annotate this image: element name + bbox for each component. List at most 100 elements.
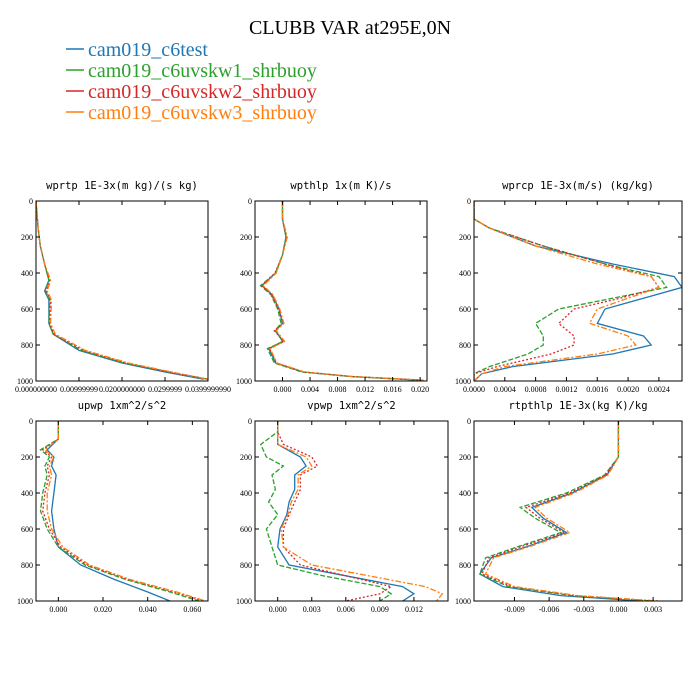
series-line-3 xyxy=(41,421,204,601)
y-tick-label: 200 xyxy=(240,233,252,242)
panel-5: vpwp 1xm^2/s^2 0 200 400 600 800 1000 0.000 0.00… xyxy=(236,400,449,614)
x-tick-label: 0.000 xyxy=(609,605,627,614)
y-tick-label: 400 xyxy=(459,489,471,498)
x-tick-label: 0.012 xyxy=(356,385,374,394)
legend-label-4: cam019_c6uvskw3_shrbuoy xyxy=(88,102,317,124)
panel-frame xyxy=(35,200,209,382)
panel-frame xyxy=(473,420,683,602)
y-tick-label: 0 xyxy=(248,417,252,426)
x-tick-label: 0.020 xyxy=(411,385,429,394)
x-tick-label: 0.016 xyxy=(384,385,402,394)
series-line-3 xyxy=(474,201,660,381)
y-tick-label: 200 xyxy=(240,453,252,462)
series-line-2 xyxy=(478,421,654,601)
y-tick-label: 0 xyxy=(467,417,471,426)
panel-frame xyxy=(254,200,428,382)
y-tick-label: 600 xyxy=(459,525,471,534)
x-tick-label: 0.0016 xyxy=(586,385,608,394)
y-tick-label: 200 xyxy=(21,453,33,462)
legend-label-3: cam019_c6uvskw2_shrbuoy xyxy=(88,81,317,103)
series-line-4 xyxy=(474,201,660,381)
y-tick-label: 400 xyxy=(240,269,252,278)
series-line-1 xyxy=(260,201,421,381)
series-line-4 xyxy=(36,201,208,380)
x-tick-label: 0.004 xyxy=(301,385,319,394)
x-tick-label: 0.000 xyxy=(269,605,287,614)
y-tick-label: 800 xyxy=(21,561,33,570)
y-tick-label: 400 xyxy=(459,269,471,278)
series-line-2 xyxy=(39,421,200,601)
panel-6: rtpthlp 1E-3x(kg K)/kg 0 200 400 600 800 1000 -… xyxy=(455,400,683,614)
x-tick-label: 0.0012 xyxy=(555,385,577,394)
x-tick-label: -0.009 xyxy=(504,605,525,614)
series-line-3 xyxy=(260,201,421,381)
y-tick-label: 600 xyxy=(459,305,471,314)
y-tick-label: 200 xyxy=(459,233,471,242)
series-line-4 xyxy=(277,421,444,601)
series-line-1 xyxy=(478,421,642,601)
y-tick-label: 400 xyxy=(21,269,33,278)
x-tick-label: 0.003 xyxy=(644,605,662,614)
series-line-3 xyxy=(481,421,656,601)
panel-3: wprcp 1E-3x(m/s) (kg/kg) 0 200 400 600 800 100… xyxy=(455,180,683,394)
panel-2: wpthlp 1x(m K)/s 0 200 400 600 800 1000 0.000 0.… xyxy=(236,180,429,394)
y-tick-label: 0 xyxy=(248,197,252,206)
y-tick-label: 800 xyxy=(240,561,252,570)
panel-title: wprcp 1E-3x(m/s) (kg/kg) xyxy=(502,180,654,192)
x-tick-label: 0.0008 xyxy=(525,385,547,394)
panel-series-group xyxy=(478,421,659,601)
series-line-4 xyxy=(484,421,659,601)
x-tick-label: 0.00999999 xyxy=(60,385,98,394)
x-tick-label: 0.040 xyxy=(139,605,157,614)
y-tick-label: 1000 xyxy=(17,377,33,386)
panel-title: wpthlp 1x(m K)/s xyxy=(290,180,391,192)
y-tick-label: 800 xyxy=(21,341,33,350)
panel-title: vpwp 1xm^2/s^2 xyxy=(307,400,396,412)
y-tick-label: 400 xyxy=(240,489,252,498)
x-tick-label: 0.000000000 xyxy=(15,385,57,394)
panels: wprtp 1E-3x(m kg)/(s kg) 0 200 400 600 800 100… xyxy=(15,180,683,614)
series-line-3 xyxy=(277,421,393,601)
y-tick-label: 1000 xyxy=(455,597,471,606)
series-line-2 xyxy=(36,201,208,380)
x-tick-label: 0.003 xyxy=(303,605,321,614)
series-line-1 xyxy=(277,421,416,601)
panel-1: wprtp 1E-3x(m kg)/(s kg) 0 200 400 600 800 100… xyxy=(15,180,231,394)
y-tick-label: 1000 xyxy=(455,377,471,386)
x-tick-label: 0.0020 xyxy=(617,385,639,394)
y-tick-label: 800 xyxy=(459,341,471,350)
y-tick-label: 600 xyxy=(21,305,33,314)
y-tick-label: 600 xyxy=(240,525,252,534)
x-tick-label: 0.0200000000 xyxy=(99,385,145,394)
figure-title: CLUBB VAR at295E,0N xyxy=(249,17,451,39)
panel-series-group xyxy=(39,421,206,601)
x-tick-label: 0.020 xyxy=(94,605,112,614)
y-tick-label: 600 xyxy=(240,305,252,314)
panel-series-group xyxy=(259,201,424,381)
x-tick-label: 0.012 xyxy=(405,605,423,614)
x-tick-label: -0.003 xyxy=(573,605,594,614)
series-line-2 xyxy=(259,421,393,601)
panel-4: upwp 1xm^2/s^2 0 200 400 600 800 1000 0.000 0.02… xyxy=(17,400,209,614)
y-tick-label: 0 xyxy=(467,197,471,206)
x-tick-label: 0.060 xyxy=(183,605,201,614)
y-tick-label: 1000 xyxy=(236,597,252,606)
y-tick-label: 800 xyxy=(459,561,471,570)
panel-title: rtpthlp 1E-3x(kg K)/kg xyxy=(508,400,647,412)
panel-frame xyxy=(473,200,683,382)
x-tick-label: 0.006 xyxy=(337,605,355,614)
panel-series-group xyxy=(36,201,208,380)
x-tick-label: 0.0024 xyxy=(648,385,670,394)
y-tick-label: 600 xyxy=(21,525,33,534)
legend-label-2: cam019_c6uvskw1_shrbuoy xyxy=(88,60,317,82)
panel-series-group xyxy=(259,421,444,601)
x-tick-label: 0.0004 xyxy=(494,385,516,394)
series-line-1 xyxy=(46,421,171,601)
panel-series-group xyxy=(474,201,682,381)
series-line-4 xyxy=(262,201,424,381)
series-line-2 xyxy=(474,201,668,381)
legend-label-1: cam019_c6test xyxy=(88,39,208,61)
y-tick-label: 400 xyxy=(21,489,33,498)
x-tick-label: 0.009 xyxy=(371,605,389,614)
series-line-4 xyxy=(43,421,206,601)
